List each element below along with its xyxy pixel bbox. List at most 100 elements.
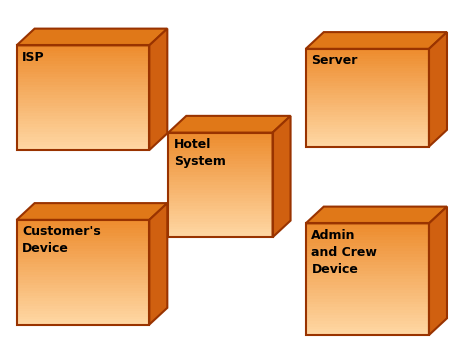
Polygon shape <box>306 98 429 100</box>
Polygon shape <box>168 222 273 224</box>
Polygon shape <box>17 45 149 48</box>
Polygon shape <box>306 327 429 329</box>
Polygon shape <box>306 240 429 243</box>
Polygon shape <box>17 95 149 98</box>
Polygon shape <box>306 88 429 90</box>
Polygon shape <box>17 74 149 77</box>
Polygon shape <box>429 207 447 335</box>
Polygon shape <box>17 98 149 101</box>
Polygon shape <box>306 285 429 288</box>
Polygon shape <box>306 51 429 54</box>
Polygon shape <box>168 169 273 172</box>
Polygon shape <box>17 203 167 220</box>
Polygon shape <box>17 265 149 267</box>
Polygon shape <box>306 117 429 120</box>
Polygon shape <box>17 58 149 61</box>
Polygon shape <box>17 48 149 51</box>
Polygon shape <box>306 142 429 144</box>
Polygon shape <box>306 257 429 260</box>
Polygon shape <box>306 68 429 71</box>
Polygon shape <box>17 241 149 244</box>
Polygon shape <box>168 214 273 216</box>
Polygon shape <box>17 233 149 236</box>
Polygon shape <box>168 209 273 211</box>
Polygon shape <box>306 223 429 226</box>
Polygon shape <box>306 112 429 115</box>
Text: Hotel
System: Hotel System <box>174 138 226 168</box>
Polygon shape <box>17 66 149 69</box>
Polygon shape <box>168 230 273 232</box>
Polygon shape <box>17 275 149 277</box>
Polygon shape <box>306 321 429 324</box>
Polygon shape <box>168 174 273 177</box>
Polygon shape <box>168 235 273 237</box>
Polygon shape <box>306 282 429 285</box>
Polygon shape <box>306 93 429 95</box>
Polygon shape <box>306 134 429 137</box>
Polygon shape <box>168 195 273 198</box>
Polygon shape <box>306 207 447 223</box>
Polygon shape <box>17 319 149 322</box>
Polygon shape <box>306 315 429 318</box>
Polygon shape <box>168 190 273 193</box>
Polygon shape <box>306 288 429 290</box>
Polygon shape <box>168 116 291 133</box>
Polygon shape <box>17 277 149 280</box>
Polygon shape <box>17 309 149 311</box>
Polygon shape <box>17 317 149 319</box>
Polygon shape <box>17 124 149 127</box>
Polygon shape <box>306 144 429 147</box>
Polygon shape <box>168 148 273 151</box>
Polygon shape <box>17 288 149 290</box>
Polygon shape <box>306 107 429 110</box>
Polygon shape <box>17 148 149 150</box>
Polygon shape <box>17 248 149 251</box>
Polygon shape <box>17 53 149 56</box>
Polygon shape <box>306 290 429 293</box>
Polygon shape <box>149 29 167 150</box>
Polygon shape <box>306 54 429 56</box>
Polygon shape <box>17 280 149 283</box>
Polygon shape <box>306 100 429 103</box>
Polygon shape <box>149 203 167 325</box>
Polygon shape <box>306 299 429 302</box>
Polygon shape <box>17 108 149 111</box>
Polygon shape <box>306 296 429 299</box>
Polygon shape <box>306 64 429 66</box>
Polygon shape <box>17 116 149 119</box>
Polygon shape <box>429 32 447 147</box>
Polygon shape <box>17 90 149 92</box>
Polygon shape <box>17 228 149 230</box>
Polygon shape <box>306 265 429 268</box>
Polygon shape <box>306 59 429 61</box>
Polygon shape <box>306 318 429 321</box>
Polygon shape <box>168 154 273 156</box>
Polygon shape <box>17 29 167 45</box>
Polygon shape <box>306 268 429 271</box>
Text: Admin
and Crew
Device: Admin and Crew Device <box>311 229 377 276</box>
Polygon shape <box>168 211 273 214</box>
Polygon shape <box>306 115 429 117</box>
Polygon shape <box>306 310 429 313</box>
Polygon shape <box>17 269 149 272</box>
Polygon shape <box>168 151 273 154</box>
Polygon shape <box>17 56 149 58</box>
Polygon shape <box>306 125 429 127</box>
Polygon shape <box>17 236 149 238</box>
Polygon shape <box>17 296 149 298</box>
Polygon shape <box>306 61 429 64</box>
Polygon shape <box>306 103 429 105</box>
Polygon shape <box>306 81 429 83</box>
Polygon shape <box>306 139 429 142</box>
Polygon shape <box>306 271 429 274</box>
Polygon shape <box>306 307 429 310</box>
Polygon shape <box>306 276 429 279</box>
Polygon shape <box>306 332 429 335</box>
Polygon shape <box>306 56 429 59</box>
Polygon shape <box>168 138 273 141</box>
Polygon shape <box>306 226 429 229</box>
Polygon shape <box>17 311 149 314</box>
Polygon shape <box>168 172 273 174</box>
Polygon shape <box>168 203 273 206</box>
Polygon shape <box>306 274 429 276</box>
